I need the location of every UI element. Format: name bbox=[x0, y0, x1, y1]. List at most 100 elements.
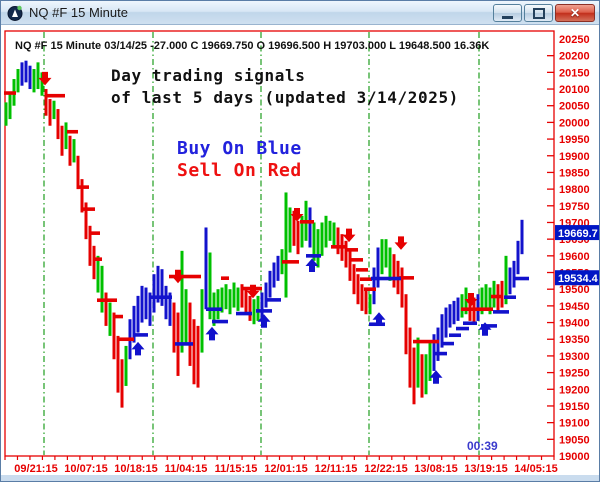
candlestick-bar bbox=[132, 305, 136, 343]
candlestick-bar bbox=[264, 282, 268, 308]
candlestick-bar bbox=[160, 269, 164, 306]
candlestick-bar bbox=[248, 295, 252, 321]
candlestick-bar bbox=[300, 215, 304, 248]
candlestick-bar bbox=[324, 215, 328, 248]
price-tag-label: 19534.4 bbox=[558, 273, 599, 285]
maximize-button[interactable] bbox=[524, 4, 553, 22]
price-tag bbox=[555, 225, 599, 241]
sell-stop-dash bbox=[67, 129, 78, 134]
buy-arrow-icon bbox=[372, 312, 386, 326]
candlestick-bar bbox=[44, 89, 48, 116]
candlestick-bar bbox=[372, 267, 376, 305]
buy-arrow-icon bbox=[131, 341, 145, 356]
candlestick-bar bbox=[284, 192, 288, 298]
sell-stop-dash bbox=[4, 91, 16, 95]
buy-arrow-icon bbox=[205, 326, 219, 341]
candlestick-bar bbox=[516, 240, 520, 275]
bar-countdown: 00:39 bbox=[467, 439, 498, 453]
time-axis-label: 12/01:15 bbox=[264, 463, 307, 475]
price-axis-label: 19150 bbox=[559, 401, 590, 413]
candlestick-bar bbox=[172, 302, 176, 353]
sell-arrow-icon bbox=[464, 293, 478, 307]
candlestick-bar bbox=[64, 122, 68, 150]
candlestick-bar bbox=[80, 179, 84, 213]
time-axis-label: 10/18:15 bbox=[114, 463, 157, 475]
candlestick-bar bbox=[460, 294, 464, 318]
time-axis-label: 12/22:15 bbox=[364, 463, 407, 475]
candlestick-bar bbox=[452, 300, 456, 325]
minimize-button[interactable] bbox=[493, 4, 522, 22]
candlestick-bar bbox=[4, 102, 8, 126]
window-titlebar[interactable]: NQ #F 15 Minute ✕ bbox=[1, 1, 599, 25]
candlestick-bar bbox=[436, 327, 440, 361]
sell-stop-dash bbox=[331, 245, 345, 249]
candlestick-bar bbox=[48, 99, 52, 126]
candlestick-bar bbox=[232, 282, 236, 308]
candlestick-bar bbox=[76, 155, 80, 190]
candlestick-bar bbox=[244, 289, 248, 315]
candlestick-bar bbox=[228, 289, 232, 315]
candlestick-bar bbox=[20, 62, 24, 86]
buy-stop-dash bbox=[256, 309, 272, 313]
sell-stop-dash bbox=[117, 337, 134, 342]
candlestick-bar bbox=[140, 285, 144, 323]
candlestick-bar bbox=[448, 304, 452, 328]
sell-stop-dash bbox=[356, 268, 368, 272]
candlestick-bar bbox=[380, 239, 384, 275]
buy-stop-dash bbox=[504, 295, 516, 300]
candlestick-bar bbox=[464, 287, 468, 315]
annotation-line1: Day trading signals bbox=[111, 66, 306, 85]
candlestick-bar bbox=[480, 287, 484, 315]
price-axis-label: 20050 bbox=[559, 101, 590, 113]
price-axis-label: 20000 bbox=[559, 117, 590, 129]
sell-stop-dash bbox=[282, 260, 299, 264]
sell-stop-dash bbox=[113, 314, 123, 319]
candlestick-bar bbox=[104, 292, 108, 326]
candlestick-bar bbox=[124, 345, 128, 386]
close-button[interactable]: ✕ bbox=[555, 4, 595, 22]
candlestick-bar bbox=[208, 252, 212, 320]
candlestick-bar bbox=[192, 319, 196, 385]
sell-stop-dash bbox=[300, 220, 314, 224]
candlestick-bar bbox=[504, 255, 508, 305]
candlestick-bar bbox=[72, 139, 76, 163]
buy-stop-dash bbox=[371, 276, 401, 281]
candlestick-bar bbox=[356, 274, 360, 305]
candlestick-bar bbox=[352, 264, 356, 295]
candlestick-bar bbox=[512, 260, 516, 288]
candlestick-bar bbox=[204, 227, 208, 310]
buy-stop-dash bbox=[134, 333, 148, 337]
candlestick-bar bbox=[332, 222, 336, 248]
price-axis-label: 19500 bbox=[559, 284, 590, 296]
candlestick-bar bbox=[336, 227, 340, 255]
candlestick-bar bbox=[100, 265, 104, 313]
plot-border bbox=[4, 30, 555, 457]
buy-stop-dash bbox=[442, 341, 454, 346]
buy-stop-dash bbox=[212, 319, 228, 324]
buy-stop-dash bbox=[236, 311, 252, 316]
candlestick-bar bbox=[92, 245, 96, 280]
sell-stop-dash bbox=[97, 298, 117, 303]
candlestick-bar bbox=[320, 222, 324, 256]
candlestick-bar bbox=[316, 229, 320, 268]
buy-stop-dash bbox=[149, 295, 172, 300]
sell-arrow-icon bbox=[290, 207, 304, 222]
candlestick-bar bbox=[68, 135, 72, 166]
candlestick-bar bbox=[404, 294, 408, 355]
candlestick-bar bbox=[364, 290, 368, 315]
sell-stop-dash bbox=[89, 231, 100, 235]
price-axis-label: 19900 bbox=[559, 151, 590, 163]
candlestick-bar bbox=[492, 280, 496, 308]
price-axis-label: 19750 bbox=[559, 201, 590, 213]
sell-stop-dash bbox=[351, 258, 363, 262]
time-axis-label: 13/08:15 bbox=[414, 463, 457, 475]
window-frame-bottom bbox=[1, 475, 599, 481]
buy-stop-dash bbox=[306, 254, 321, 258]
buy-stop-dash bbox=[206, 307, 222, 312]
sell-arrow-icon bbox=[38, 71, 52, 86]
buy-stop-dash bbox=[481, 324, 497, 328]
candlestick-bar bbox=[88, 225, 92, 266]
candlestick-bar bbox=[196, 325, 200, 388]
price-axis-label: 19250 bbox=[559, 368, 590, 380]
price-axis-label: 19100 bbox=[559, 418, 590, 430]
